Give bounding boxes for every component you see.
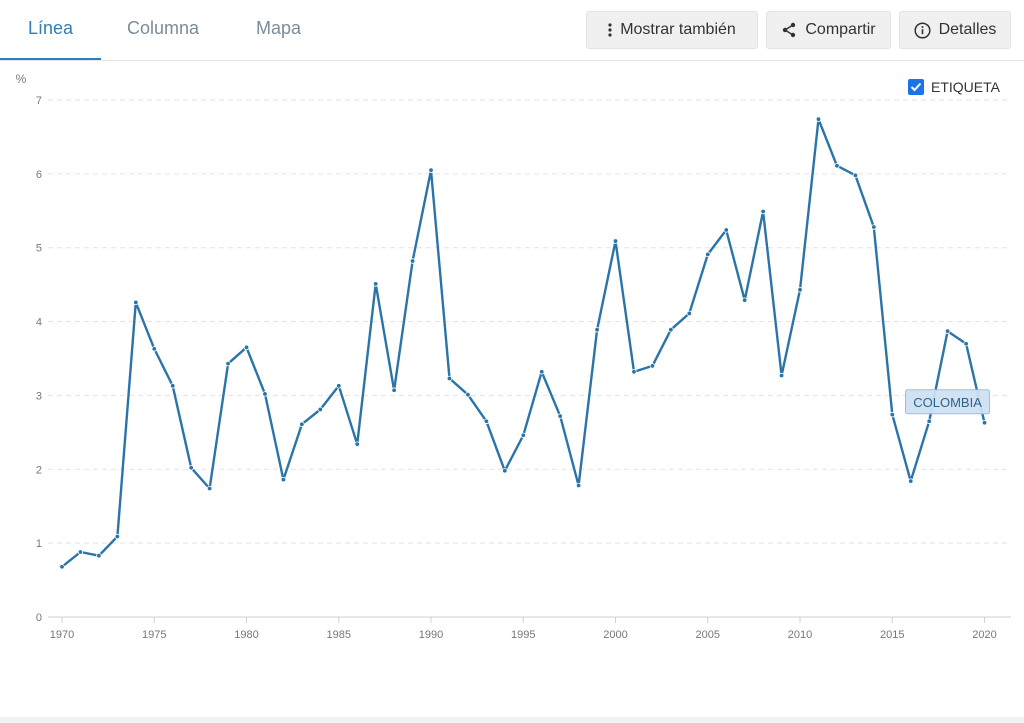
x-tick-label: 1990 [419, 629, 443, 641]
tab-columna[interactable]: Columna [127, 18, 200, 38]
data-point [686, 310, 693, 317]
y-tick-label: 0 [36, 612, 42, 624]
label-toggle[interactable]: ETIQUETA [908, 79, 1000, 95]
x-tick-label: 2000 [603, 629, 627, 641]
data-point [557, 413, 563, 419]
top-bar: Línea Columna Mapa Mostrar también Compa… [0, 0, 1024, 61]
data-point [871, 224, 877, 230]
data-point [594, 326, 600, 333]
data-point [834, 163, 840, 169]
line-chart: 0 1 2 3 4 5 6 7% 1970 1975 1980 1985 1990 1995 2000 200… [16, 72, 1011, 641]
x-tick-label: 2010 [788, 629, 812, 641]
x-tick-label: 2020 [972, 629, 996, 641]
data-point [372, 281, 379, 287]
info-icon [914, 21, 931, 39]
data-point [96, 552, 102, 559]
y-tick-label: 7 [36, 95, 42, 107]
tab-linea[interactable]: Línea [28, 0, 74, 60]
data-point [465, 391, 471, 398]
x-tick-label: 2005 [696, 629, 720, 641]
data-point [926, 418, 932, 424]
data-point [409, 258, 416, 264]
active-tab-underline [0, 58, 101, 60]
data-point [336, 383, 342, 389]
y-tick-label: 5 [36, 243, 42, 255]
data-point [77, 549, 84, 555]
data-point [778, 372, 785, 379]
data-point [723, 227, 729, 233]
more-button[interactable]: Mostrar también [586, 11, 758, 49]
y-axis-label: % [16, 72, 27, 86]
data-point [981, 420, 988, 426]
data-point [668, 326, 674, 333]
data-point [612, 238, 619, 244]
x-tick-label: 1985 [327, 629, 351, 641]
data-point [151, 346, 157, 352]
data-point [797, 287, 803, 293]
label-checkbox-text: ETIQUETA [931, 79, 1000, 95]
data-point [889, 411, 895, 418]
x-tick-label: 1980 [234, 629, 258, 641]
y-tick-label: 4 [36, 317, 42, 329]
data-point [133, 299, 139, 306]
share-button[interactable]: Compartir [766, 11, 891, 49]
data-point [631, 369, 637, 375]
data-point [354, 441, 360, 447]
series-tooltip [905, 389, 991, 415]
data-point [760, 208, 766, 215]
data-point [575, 482, 582, 489]
data-point [225, 360, 231, 367]
series-line [61, 118, 986, 568]
more-vertical-icon [608, 23, 612, 37]
data-point [963, 341, 969, 347]
bottom-strip [0, 717, 1024, 723]
x-tick-label: 1970 [50, 629, 74, 641]
data-point [428, 167, 434, 173]
data-point [188, 465, 194, 471]
data-point [170, 383, 176, 389]
data-point [391, 387, 397, 393]
y-tick-label: 2 [36, 464, 42, 476]
label-checkbox[interactable] [908, 79, 924, 95]
y-tick-label: 1 [36, 538, 42, 550]
x-tick-label: 1975 [142, 629, 166, 641]
data-point [262, 391, 268, 397]
share-button-label: Compartir [805, 21, 876, 38]
data-point [539, 369, 545, 375]
data-point [317, 406, 324, 413]
data-point [908, 478, 914, 484]
data-point [815, 116, 822, 122]
data-point [741, 297, 748, 303]
data-point [206, 485, 213, 492]
data-point [649, 363, 656, 369]
data-point [852, 172, 859, 179]
data-point [280, 476, 287, 483]
details-button[interactable]: Detalles [899, 11, 1011, 49]
data-point [299, 421, 305, 427]
series-tooltip-label: COLOMBIA [913, 395, 982, 410]
data-point [944, 328, 951, 334]
x-tick-label: 1995 [511, 629, 535, 641]
more-button-label: Mostrar también [620, 21, 736, 38]
tab-mapa[interactable]: Mapa [256, 18, 302, 38]
x-tick-label: 2015 [880, 629, 904, 641]
y-tick-label: 6 [36, 169, 42, 181]
data-point [114, 533, 121, 540]
y-tick-label: 3 [36, 390, 42, 402]
data-point [446, 375, 453, 382]
data-point [59, 564, 65, 570]
data-point [520, 432, 526, 439]
share-icon [781, 22, 797, 38]
details-button-label: Detalles [938, 21, 997, 38]
data-point [705, 251, 711, 258]
data-point [243, 344, 250, 351]
data-point [502, 468, 508, 474]
check-icon [910, 82, 922, 92]
data-point [483, 418, 490, 424]
